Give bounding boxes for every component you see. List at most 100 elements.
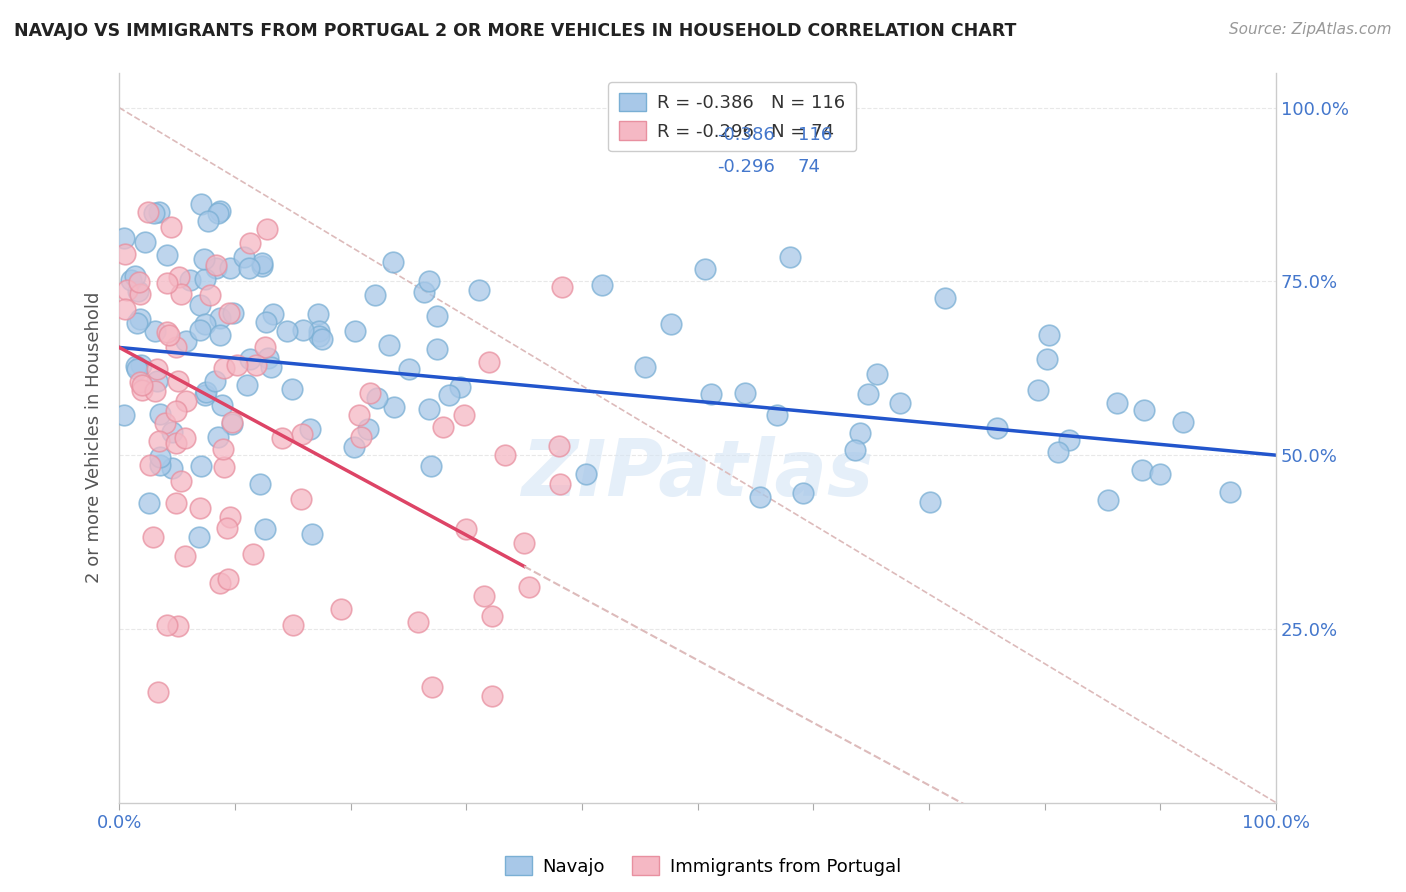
Point [209,328,232,343]
Point [190,500,212,515]
Point [449,380,471,394]
Point [129,312,152,326]
Point [432,419,454,434]
Point [382,400,405,414]
Point [398,362,420,376]
Point [125,359,148,373]
Point [149,450,172,464]
Point [406,615,429,629]
Point [211,398,233,412]
Point [1026,383,1049,397]
Point [207,430,229,444]
Point [517,580,540,594]
Point [160,425,183,440]
Point [162,461,184,475]
Point [142,530,165,544]
Point [918,494,941,508]
Point [205,258,228,272]
Point [472,590,495,604]
Point [1130,463,1153,477]
Point [128,275,150,289]
Point [208,576,231,591]
Point [986,421,1008,435]
Point [136,205,159,219]
Point [194,385,217,400]
Point [1059,433,1081,447]
Point [217,572,239,586]
Point [252,259,274,273]
Point [221,415,243,429]
Point [364,288,387,302]
Point [205,260,228,275]
Point [291,323,314,337]
Point [188,323,211,337]
Point [174,334,197,348]
Point [149,407,172,421]
Point [125,362,148,376]
Point [166,619,188,633]
Point [157,327,180,342]
Point [307,307,329,321]
Point [575,467,598,481]
Point [188,298,211,312]
Point [143,324,166,338]
Point [129,286,152,301]
Point [734,385,756,400]
Point [212,442,235,456]
Point [366,391,388,405]
Point [187,530,209,544]
Point [153,416,176,430]
Point [347,408,370,422]
Point [170,287,193,301]
Point [167,374,190,388]
Point [134,235,156,249]
Point [131,383,153,397]
Point [281,382,304,396]
Point [1038,327,1060,342]
Point [173,431,195,445]
Point [143,206,166,220]
Point [112,230,135,244]
Text: Source: ZipAtlas.com: Source: ZipAtlas.com [1229,22,1392,37]
Point [225,358,247,372]
Point [551,280,574,294]
Point [865,367,887,381]
Point [420,680,443,694]
Point [131,378,153,392]
Point [766,409,789,423]
Point [749,491,772,505]
Point [281,618,304,632]
Text: ZIPatlas: ZIPatlas [522,436,873,512]
Point [193,252,215,267]
Point [138,495,160,509]
Point [350,430,373,444]
Point [311,332,333,346]
Point [779,250,801,264]
Point [165,435,187,450]
Point [148,434,170,449]
Legend: R = -0.386   N = 116, R = -0.296   N = 74: R = -0.386 N = 116, R = -0.296 N = 74 [609,82,856,152]
Point [426,342,449,356]
Point [238,260,260,275]
Point [301,526,323,541]
Point [218,509,240,524]
Point [291,427,314,442]
Point [419,458,441,473]
Point [792,485,814,500]
Point [156,325,179,339]
Point [494,448,516,462]
Point [426,310,449,324]
Point [139,458,162,472]
Point [693,261,716,276]
Point [308,324,330,338]
Point [212,459,235,474]
Point [245,359,267,373]
Point [127,316,149,330]
Point [146,374,169,388]
Point [120,273,142,287]
Point [276,324,298,338]
Point [124,269,146,284]
Point [1149,467,1171,481]
Point [413,285,436,299]
Point [250,256,273,270]
